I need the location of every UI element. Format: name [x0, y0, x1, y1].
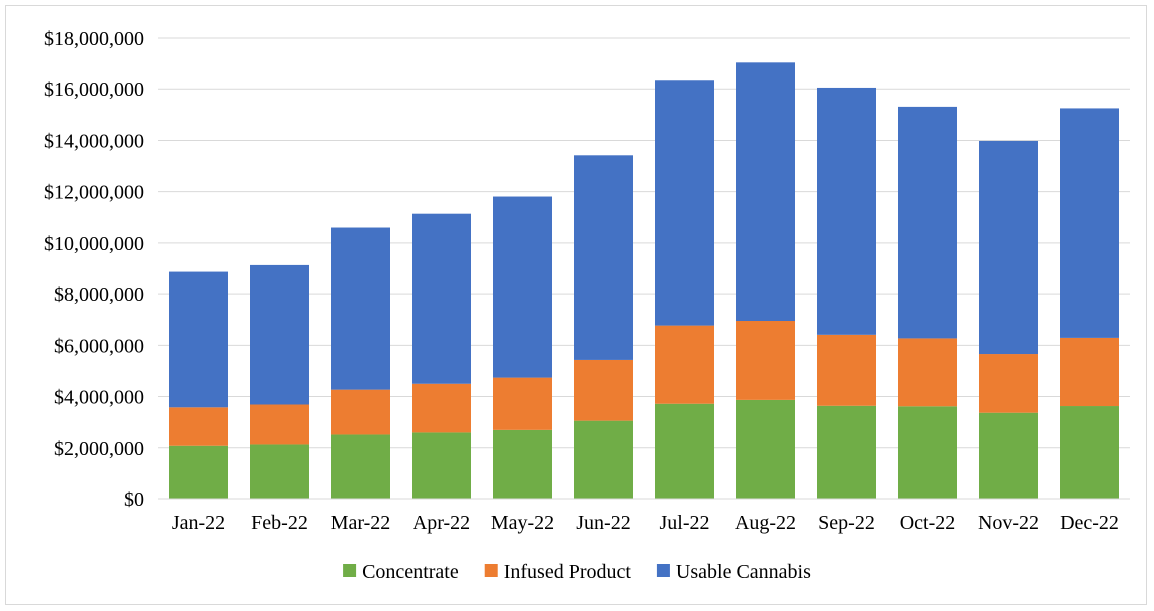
legend-label: Concentrate: [362, 561, 459, 583]
bar-concentrate-jul-22: [655, 403, 714, 499]
bar-usable-cannabis-dec-22: [1060, 108, 1119, 338]
bar-infused-product-feb-22: [250, 404, 309, 445]
bar-infused-product-jul-22: [655, 325, 714, 404]
x-tick-label: Dec-22: [1060, 512, 1119, 534]
legend-swatch: [484, 564, 498, 577]
gridlines: [158, 37, 1130, 449]
bar-concentrate-aug-22: [736, 399, 795, 499]
bar-infused-product-sep-22: [817, 334, 876, 406]
bar-infused-product-may-22: [493, 377, 552, 430]
bar-concentrate-nov-22: [979, 412, 1038, 499]
bar-concentrate-sep-22: [817, 405, 876, 499]
y-tick-label: $16,000,000: [44, 79, 144, 101]
bar-infused-product-dec-22: [1060, 337, 1119, 407]
x-tick-label: May-22: [491, 512, 554, 534]
y-tick-label: $12,000,000: [44, 182, 144, 204]
stacked-bar-chart: $0 $2,000,000 $4,000,000 $6,000,000 $8,000,0…: [44, 28, 1130, 583]
x-tick-label: Jul-22: [660, 512, 710, 534]
y-tick-label: $6,000,000: [54, 335, 144, 357]
legend-swatch: [656, 564, 670, 577]
bar-infused-product-nov-22: [979, 354, 1038, 413]
x-tick-label: Mar-22: [331, 512, 391, 534]
y-axis-tick-labels: $0 $2,000,000 $4,000,000 $6,000,000 $8,000,0…: [44, 28, 144, 511]
bar-concentrate-apr-22: [412, 432, 471, 499]
bars: [169, 62, 1119, 499]
x-tick-label: Feb-22: [251, 512, 308, 534]
legend-item-concentrate: Concentrate: [343, 561, 459, 583]
bar-concentrate-mar-22: [331, 434, 390, 499]
bar-usable-cannabis-may-22: [493, 196, 552, 378]
bar-infused-product-jan-22: [169, 407, 228, 446]
bar-concentrate-feb-22: [250, 444, 309, 499]
bar-concentrate-jan-22: [169, 445, 228, 499]
x-tick-label: Sep-22: [818, 512, 875, 534]
legend-label: Usable Cannabis: [676, 561, 811, 583]
x-tick-label: Aug-22: [735, 512, 796, 534]
x-tick-label: Apr-22: [413, 512, 470, 534]
legend-label: Infused Product: [504, 561, 632, 583]
y-tick-label: $18,000,000: [44, 28, 144, 50]
bar-usable-cannabis-mar-22: [331, 227, 390, 390]
chart-frame: $0 $2,000,000 $4,000,000 $6,000,000 $8,000,0…: [5, 5, 1147, 605]
bar-usable-cannabis-jul-22: [655, 80, 714, 326]
legend-item-infused-product: Infused Product: [484, 561, 632, 583]
x-tick-label: Nov-22: [978, 512, 1039, 534]
bar-usable-cannabis-jun-22: [574, 155, 633, 360]
bar-concentrate-may-22: [493, 429, 552, 499]
bar-usable-cannabis-oct-22: [898, 106, 957, 339]
y-tick-label: $2,000,000: [54, 438, 144, 460]
bar-infused-product-aug-22: [736, 321, 795, 400]
y-tick-label: $4,000,000: [54, 387, 144, 409]
y-tick-label: $14,000,000: [44, 130, 144, 152]
bar-usable-cannabis-sep-22: [817, 87, 876, 335]
bar-infused-product-oct-22: [898, 338, 957, 407]
x-axis-tick-labels: Jan-22 Feb-22 Mar-22 Apr-22 May-22 Jun-22 Jul-…: [172, 512, 1119, 534]
y-tick-label: $10,000,000: [44, 233, 144, 255]
bar-concentrate-dec-22: [1060, 406, 1119, 499]
bar-usable-cannabis-jan-22: [169, 271, 228, 408]
x-tick-label: Jan-22: [172, 512, 225, 534]
x-tick-label: Jun-22: [576, 512, 630, 534]
y-tick-label: $8,000,000: [54, 284, 144, 306]
bar-infused-product-apr-22: [412, 383, 471, 433]
bar-usable-cannabis-aug-22: [736, 62, 795, 322]
legend-swatch: [343, 564, 357, 577]
bar-usable-cannabis-feb-22: [250, 264, 309, 405]
legend: Concentrate Infused Product Usable Cannabi…: [343, 561, 811, 583]
bar-concentrate-jun-22: [574, 420, 633, 499]
bar-usable-cannabis-apr-22: [412, 213, 471, 384]
bar-concentrate-oct-22: [898, 406, 957, 499]
x-tick-label: Oct-22: [900, 512, 956, 534]
bar-infused-product-mar-22: [331, 389, 390, 435]
y-tick-label: $0: [124, 489, 144, 511]
legend-item-usable-cannabis: Usable Cannabis: [656, 561, 811, 583]
bar-usable-cannabis-nov-22: [979, 140, 1038, 355]
bar-infused-product-jun-22: [574, 359, 633, 421]
